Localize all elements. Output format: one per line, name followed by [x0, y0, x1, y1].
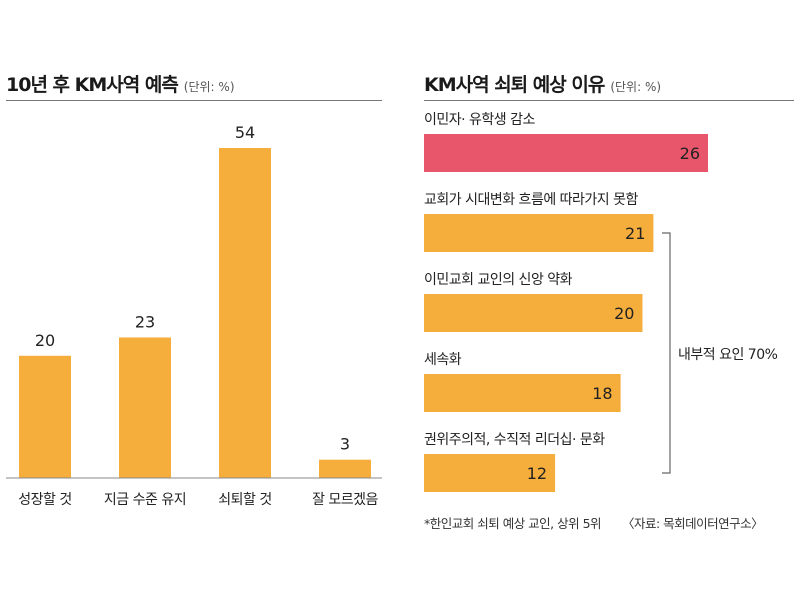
- left-bar-value-0: 20: [35, 331, 55, 350]
- right-bar-value-2: 20: [614, 304, 634, 323]
- left-chart-unit: (단위: %): [183, 80, 235, 94]
- right-bar-value-3: 18: [592, 384, 612, 403]
- left-bar-0: [19, 355, 71, 478]
- internal-factors-bracket: [662, 232, 671, 474]
- right-bar-value-0: 26: [680, 144, 700, 163]
- right-bar-3: [424, 374, 621, 412]
- right-bar-0: [424, 134, 708, 172]
- right-bar-1: [424, 214, 654, 252]
- left-category-label-2: 쇠퇴할 것: [218, 492, 271, 508]
- left-bar-value-2: 54: [235, 123, 255, 142]
- right-chart-title-text: KM사역 쇠퇴 예상 이유: [424, 74, 605, 96]
- right-bar-value-4: 12: [527, 464, 547, 483]
- left-category-label-3: 잘 모르겠음: [312, 492, 378, 508]
- left-category-label-1: 지금 수준 유지: [104, 492, 186, 508]
- left-title-divider: [6, 100, 382, 101]
- footnote: *한인교회 쇠퇴 예상 교인, 상위 5위: [424, 516, 602, 531]
- left-chart-title: 10년 후 KM사역 예측 (단위: %): [6, 70, 235, 97]
- left-bar-value-1: 23: [135, 312, 155, 331]
- source-note: 〈자료: 목회데이터연구소〉: [622, 516, 764, 531]
- right-category-label-2: 이민교회 교인의 신앙 약화: [424, 272, 573, 288]
- left-bar-value-3: 3: [340, 435, 350, 454]
- right-category-label-3: 세속화: [424, 352, 462, 368]
- right-chart-title: KM사역 쇠퇴 예상 이유 (단위: %): [424, 70, 661, 97]
- right-category-label-0: 이민자· 유학생 감소: [424, 112, 536, 128]
- right-bar-2: [424, 294, 643, 332]
- left-bar-3: [319, 459, 371, 478]
- internal-factors-annotation: 내부적 요인 70%: [678, 347, 778, 363]
- right-category-label-1: 교회가 시대변화 흐름에 따라가지 못함: [424, 192, 638, 208]
- left-category-label-0: 성장할 것: [18, 492, 71, 508]
- left-bar-1: [119, 337, 171, 478]
- right-category-label-4: 권위주의적, 수직적 리더십· 문화: [424, 432, 605, 448]
- right-bar-value-1: 21: [625, 224, 645, 243]
- right-bar-4: [424, 454, 556, 492]
- left-bar-2: [219, 148, 271, 478]
- right-title-divider: [424, 100, 794, 101]
- left-chart-title-text: 10년 후 KM사역 예측: [6, 74, 179, 96]
- right-chart-unit: (단위: %): [610, 80, 662, 94]
